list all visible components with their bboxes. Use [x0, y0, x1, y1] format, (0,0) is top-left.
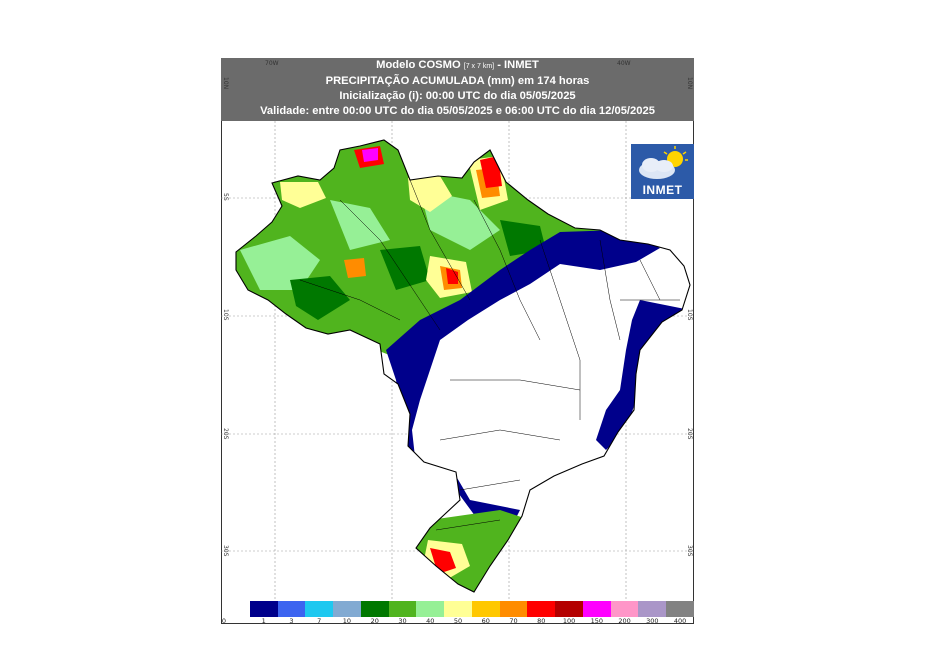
precip-zone-yellow: [280, 156, 508, 298]
validity-text: Validade: entre 00:00 UTC do dia 05/05/2…: [260, 105, 655, 117]
cloud-sun-icon: [639, 146, 688, 179]
legend-swatch: [305, 601, 334, 617]
legend-swatch: [527, 601, 556, 617]
legend-label: 50: [453, 617, 463, 625]
legend-labels: 0 1 3 7 10 20 30 40 50 60 70 80 100 150 200 300 400: [222, 617, 694, 625]
logo-text: INMET: [642, 183, 683, 197]
precip-zone-navy-central: [386, 230, 660, 530]
legend-label: 1: [261, 617, 266, 625]
product-title: PRECIPITAÇÃO ACUMULADA (mm) em 174 horas: [325, 75, 590, 87]
precipitation-fields: [236, 140, 690, 592]
legend-label: 70: [509, 617, 518, 625]
legend-label: 200: [618, 617, 631, 625]
legend-swatch: [582, 601, 611, 617]
legend-label: 0: [221, 617, 227, 625]
legend-swatch: [277, 601, 306, 617]
legend-label: 3: [289, 617, 294, 625]
legend-swatch: [471, 601, 500, 617]
legend-label: 20: [370, 617, 379, 625]
legend-swatch: [555, 601, 583, 617]
legend-label: 40: [426, 617, 435, 625]
initialization-text: Inicialização (i): 00:00 UTC do dia 05/0…: [339, 90, 576, 102]
coord-top-40w: 40W: [617, 60, 631, 67]
legend-swatch: [666, 601, 695, 617]
coord-left-10n: 10N: [222, 77, 229, 90]
legend-swatch: [416, 601, 445, 617]
inmet-logo: INMET: [631, 144, 694, 199]
precipitation-map: [221, 121, 693, 601]
legend-label: 100: [562, 617, 576, 625]
legend-label: 80: [537, 617, 546, 625]
legend-label: 60: [481, 617, 490, 625]
legend-label: 400: [673, 617, 687, 625]
legend-swatch: [444, 601, 472, 617]
legend-label: 30: [398, 617, 407, 625]
legend-swatch: [499, 601, 528, 617]
legend-label: 300: [646, 617, 659, 625]
precip-zone-magenta: [362, 148, 378, 162]
legend-swatch: [638, 601, 667, 617]
precip-zone-dark-green: [290, 220, 546, 320]
legend-swatch: [333, 601, 361, 617]
legend-label: 10: [342, 617, 352, 625]
legend-swatch: [610, 601, 639, 617]
precip-zone-light-green: [240, 190, 500, 290]
legend-label: 150: [590, 617, 604, 625]
legend-swatch: [360, 601, 389, 617]
precip-zone-navy-east-coast: [596, 300, 690, 450]
coord-top-70w: 70W: [265, 60, 279, 67]
legend-swatch: [222, 601, 250, 617]
color-legend: [222, 601, 695, 617]
map-header: Modelo COSMO [7 x 7 km] - INMET PRECIPIT…: [221, 58, 694, 121]
brazil-outline: [235, 139, 691, 593]
legend-label: 7: [317, 617, 322, 625]
legend-swatch: [388, 601, 417, 617]
legend-swatch: [249, 601, 278, 617]
coord-right-10n: 10N: [686, 77, 693, 90]
model-title: Modelo COSMO [7 x 7 km] - INMET: [376, 59, 539, 71]
state-borders: [299, 179, 680, 531]
